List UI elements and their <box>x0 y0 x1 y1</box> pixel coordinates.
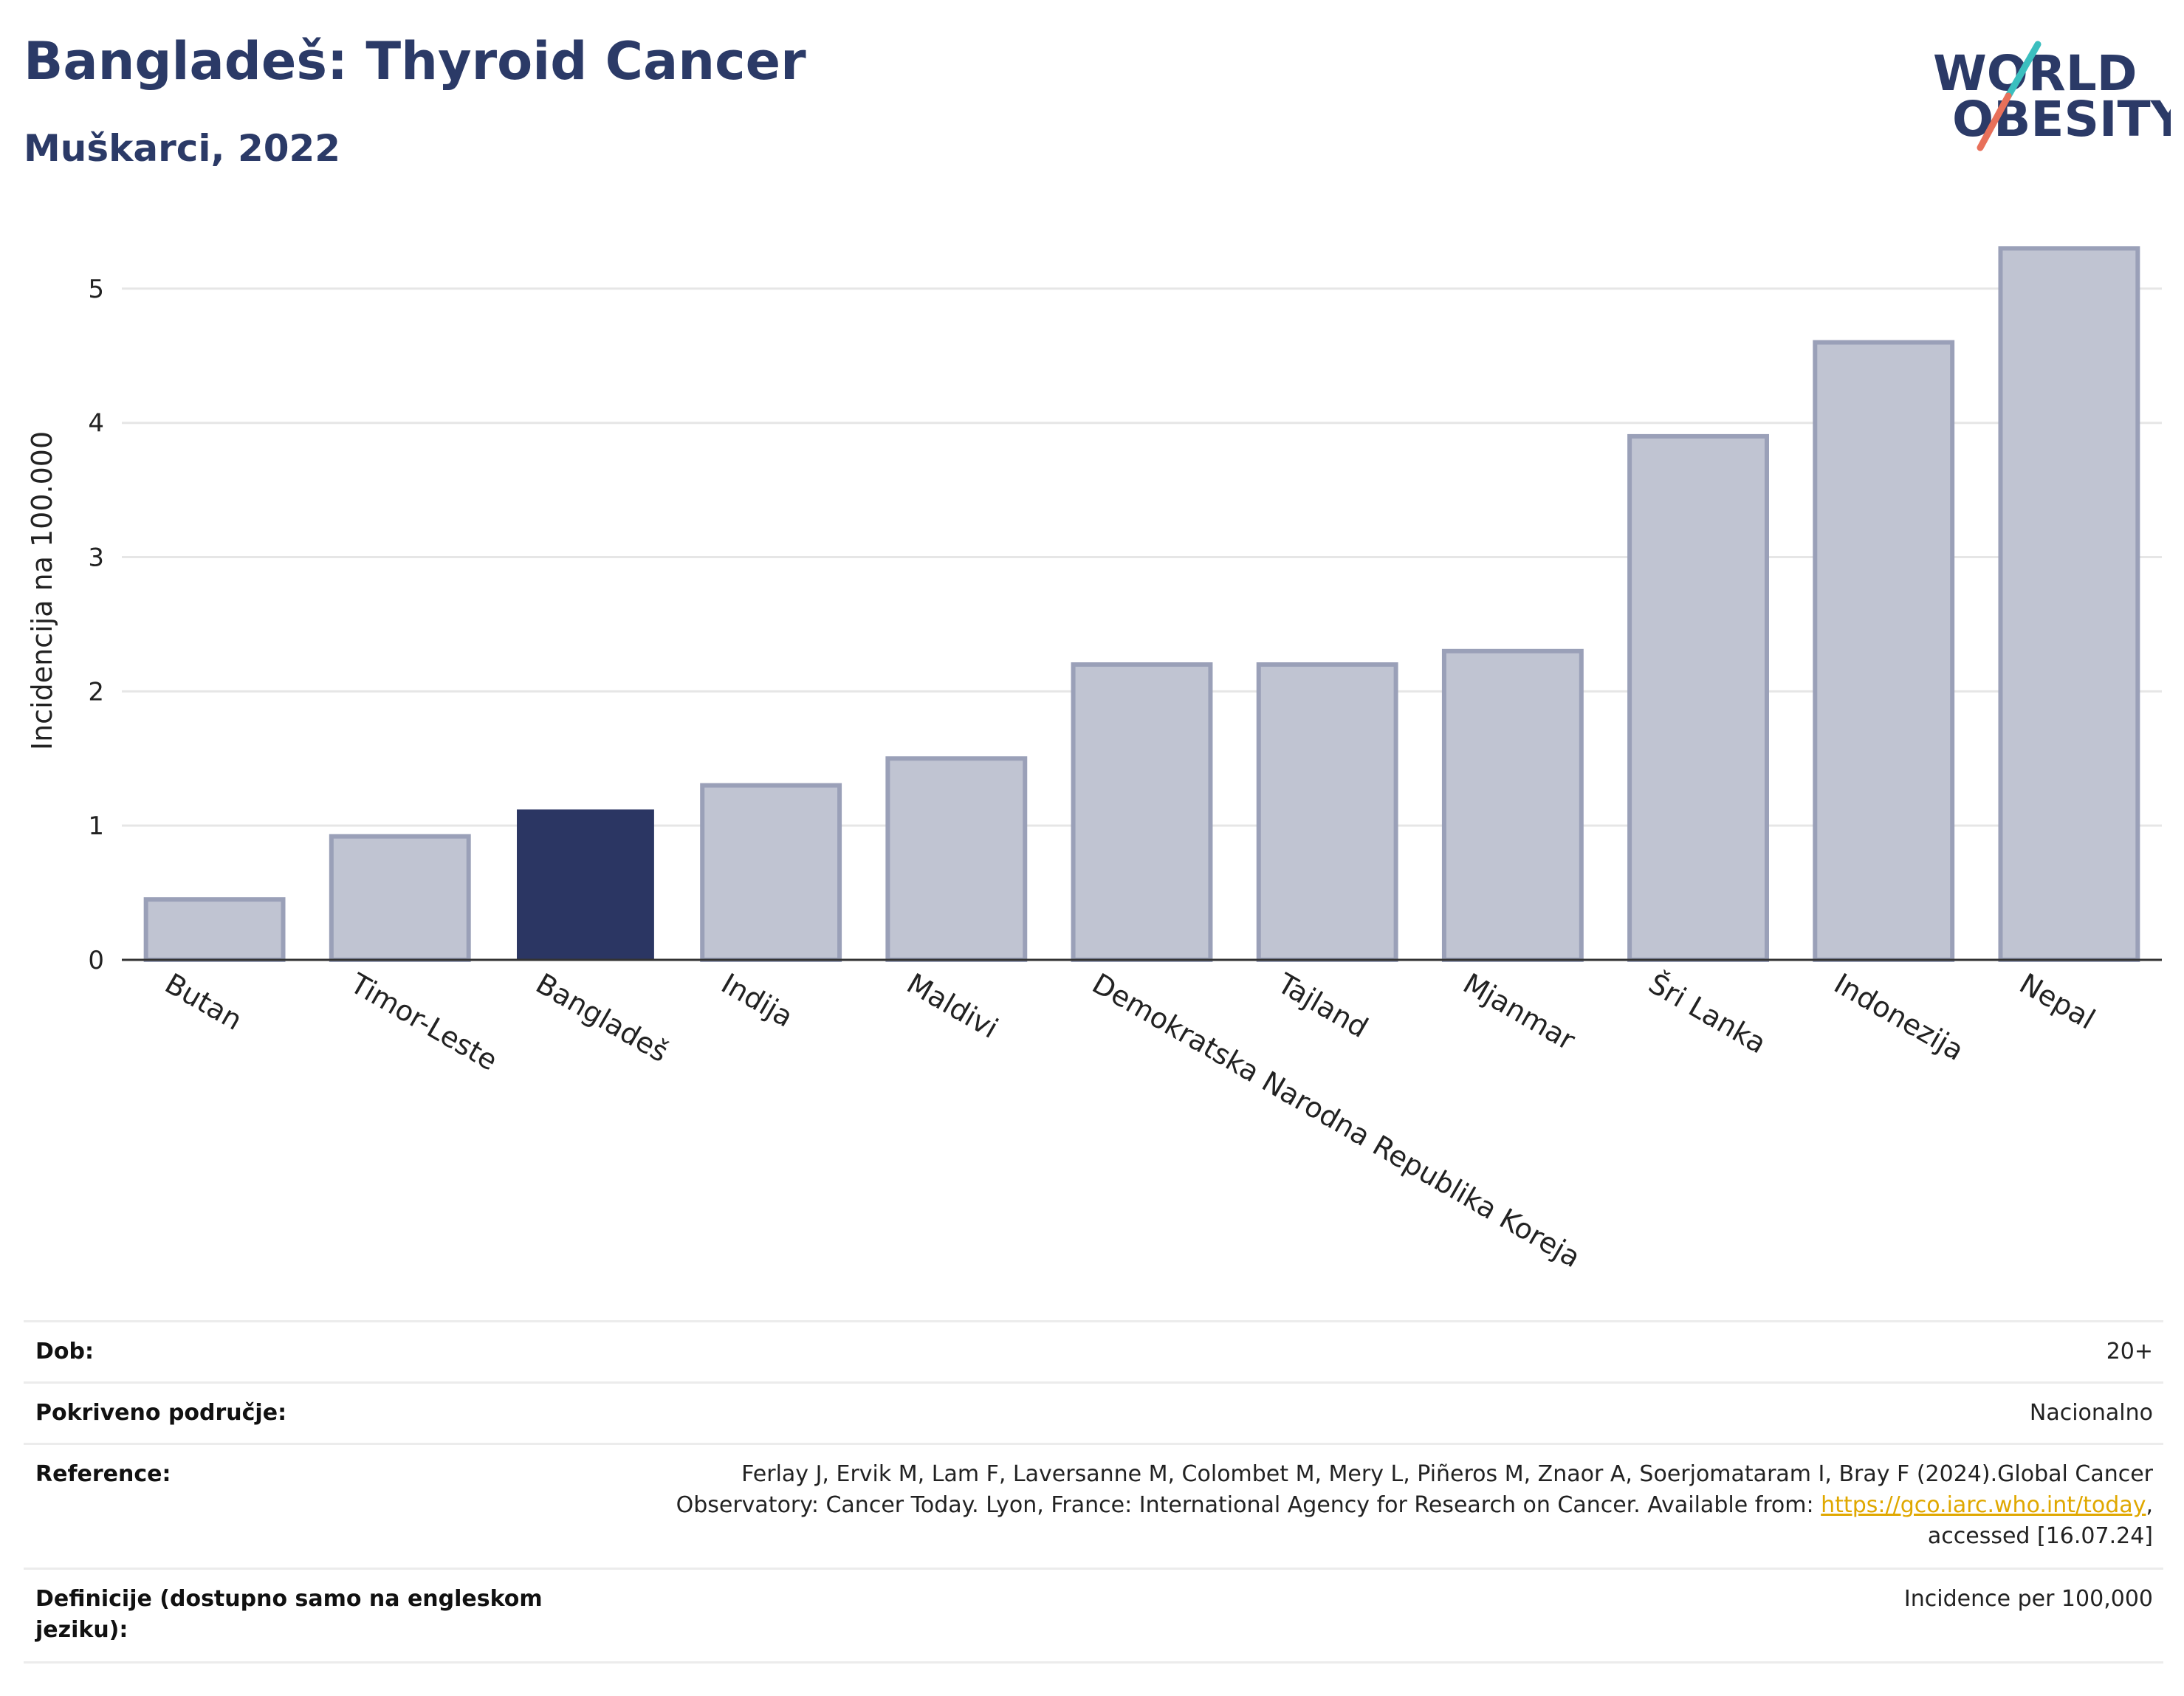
reference-line-2-end: , <box>2146 1492 2153 1518</box>
x-tick-label: Maldivi <box>902 967 1003 1045</box>
reference-line-2-text: Observatory: Cancer Today. Lyon, France:… <box>676 1492 1814 1518</box>
logo-slash-coral <box>1977 92 2012 151</box>
bar <box>1256 662 1398 962</box>
x-tick-label: Indonezija <box>1829 967 1969 1067</box>
bar <box>329 834 471 963</box>
info-row-definitions: Definicije (dostupno samo na engleskom j… <box>24 1568 2163 1664</box>
bar <box>517 809 654 960</box>
x-tick-label: Šri Lanka <box>1644 967 1772 1060</box>
x-tick-label: Mjanmar <box>1457 967 1581 1057</box>
bar-chart: 0 1 2 3 4 5 Incidencija na 100.000 Butan Timor-L… <box>26 246 2162 1274</box>
reference-line-1: Ferlay J, Ervik M, Lam F, Laversanne M, … <box>741 1461 2153 1487</box>
y-tick-label: 2 <box>88 677 104 707</box>
reference-line-3: accessed [16.07.24] <box>1927 1523 2153 1549</box>
bar <box>1441 648 1584 962</box>
age-label: Dob: <box>35 1339 94 1364</box>
age-value: 20+ <box>2106 1339 2153 1364</box>
bar <box>1813 340 1955 963</box>
bar <box>1627 433 1769 962</box>
definitions-value: Incidence per 100,000 <box>1903 1586 2153 1612</box>
reference-label: Reference: <box>35 1461 171 1487</box>
y-tick-label: 3 <box>88 543 104 573</box>
x-tick-label: Indija <box>716 967 799 1034</box>
info-row-area: Pokriveno područje: Nacionalno <box>24 1381 2163 1443</box>
world-obesity-logo: WORLD OBESITY <box>1933 41 2171 151</box>
y-tick-label: 1 <box>88 811 104 841</box>
bar <box>700 783 842 962</box>
y-tick-label: 4 <box>88 409 104 439</box>
bar <box>1071 662 1213 962</box>
bar <box>885 756 1028 962</box>
area-label: Pokriveno područje: <box>35 1400 287 1426</box>
page-title: Bangladeš: Thyroid Cancer <box>24 31 806 92</box>
reference-line-2: Observatory: Cancer Today. Lyon, France:… <box>676 1490 2153 1521</box>
x-tick-label: Nepal <box>2014 967 2101 1036</box>
info-row-reference: Reference: Ferlay J, Ervik M, Lam F, Lav… <box>24 1443 2163 1568</box>
definitions-label: Definicije (dostupno samo na engleskom j… <box>35 1586 543 1643</box>
x-tick-label: Tajland <box>1271 967 1373 1044</box>
x-tick-label: Timor-Leste <box>344 967 503 1077</box>
bar <box>1998 246 2140 962</box>
info-table: Dob: 20+ Pokriveno područje: Nacionalno … <box>24 1320 2163 1664</box>
page-subtitle: Muškarci, 2022 <box>24 127 341 170</box>
logo-slash-teal <box>2005 41 2042 100</box>
reference-link[interactable]: https://gco.iarc.who.int/today <box>1821 1492 2146 1518</box>
bar <box>143 897 286 963</box>
area-value: Nacionalno <box>2029 1400 2153 1426</box>
y-tick-label: 5 <box>88 275 104 304</box>
reference-value: Ferlay J, Ervik M, Lam F, Laversanne M, … <box>676 1459 2153 1552</box>
y-axis-label: Incidencija na 100.000 <box>26 431 58 750</box>
x-tick-label: Bangladeš <box>530 967 673 1068</box>
info-row-age: Dob: 20+ <box>24 1320 2163 1381</box>
y-tick-label: 0 <box>88 946 104 975</box>
x-tick-label: Butan <box>159 967 247 1037</box>
